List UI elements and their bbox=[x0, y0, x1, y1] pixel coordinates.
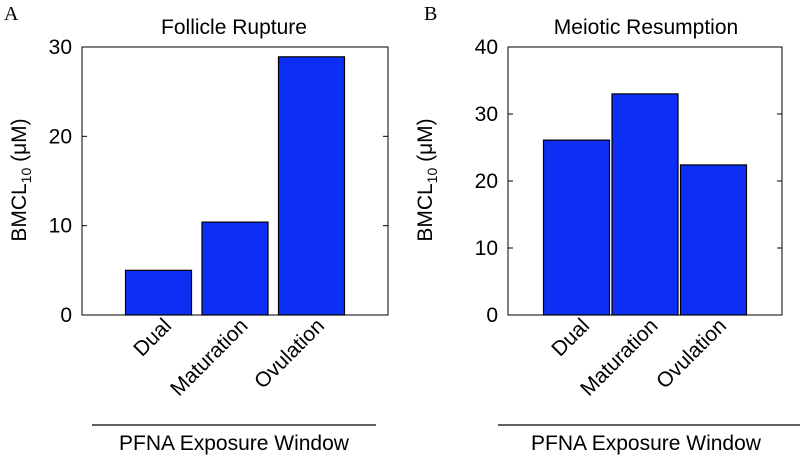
bars-a bbox=[124, 56, 346, 316]
y-tick-label-a-20: 20 bbox=[49, 125, 72, 148]
x-category-label-a-ovulation: Ovulation bbox=[250, 314, 329, 393]
panel-a: A Follicle Rupture BMCL10 (μM) PFNA Expo… bbox=[4, 3, 389, 455]
bar-b-maturation bbox=[611, 93, 679, 316]
chart-title-b: Meiotic Resumption bbox=[554, 16, 738, 39]
panel-letter-a: A bbox=[4, 3, 19, 25]
y-axis-label-sub-b: 10 bbox=[424, 168, 440, 184]
x-category-label-a-dual: Dual bbox=[129, 314, 176, 361]
y-axis-label-unit-b: (μM) bbox=[414, 118, 437, 167]
bar-a-maturation bbox=[201, 221, 269, 316]
plot-frame-b bbox=[507, 46, 783, 316]
y-tick-label-b-20: 20 bbox=[475, 170, 498, 193]
y-ticks-b: 0 10 20 30 40 bbox=[475, 36, 782, 327]
x-axis-label-b: PFNA Exposure Window bbox=[531, 432, 762, 455]
y-tick-label-a-0: 0 bbox=[60, 304, 72, 327]
chart-title-a: Follicle Rupture bbox=[161, 16, 307, 39]
x-axis-label-a: PFNA Exposure Window bbox=[119, 432, 350, 455]
panel-b: B Meiotic Resumption BMCL10 (μM) PFNA Ex… bbox=[414, 3, 800, 455]
x-category-label-a-maturation: Maturation bbox=[166, 314, 252, 400]
y-axis-label-unit-a: (μM) bbox=[8, 118, 31, 167]
y-axis-label-main-a: BMCL bbox=[8, 183, 31, 241]
bars-b bbox=[542, 93, 748, 316]
x-category-label-b-dual: Dual bbox=[547, 314, 594, 361]
bar-b-ovulation bbox=[679, 164, 748, 316]
y-axis-label-b: BMCL10 (μM) bbox=[414, 118, 440, 241]
y-axis-label-sub-a: 10 bbox=[18, 168, 34, 184]
y-tick-label-b-0: 0 bbox=[486, 304, 498, 327]
bar-b-dual bbox=[542, 139, 611, 316]
plot-frame-a bbox=[81, 46, 389, 316]
panel-letter-b: B bbox=[424, 3, 437, 25]
x-category-label-b-ovulation: Ovulation bbox=[652, 314, 731, 393]
y-tick-label-b-30: 30 bbox=[475, 103, 498, 126]
bar-a-dual bbox=[124, 269, 193, 316]
y-tick-label-b-10: 10 bbox=[475, 237, 498, 260]
y-axis-label-main-b: BMCL bbox=[414, 183, 437, 241]
y-tick-label-a-30: 30 bbox=[49, 36, 72, 59]
y-tick-label-b-40: 40 bbox=[475, 36, 498, 59]
bar-a-ovulation bbox=[277, 56, 346, 316]
y-axis-label-a: BMCL10 (μM) bbox=[8, 118, 34, 241]
y-tick-label-a-10: 10 bbox=[49, 215, 72, 238]
